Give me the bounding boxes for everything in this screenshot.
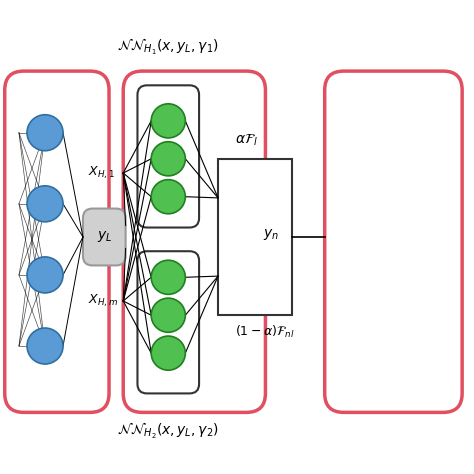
Circle shape <box>151 180 185 214</box>
Circle shape <box>27 328 63 364</box>
FancyBboxPatch shape <box>83 209 126 265</box>
Circle shape <box>151 142 185 176</box>
Text: $X_{H,m}$: $X_{H,m}$ <box>88 293 118 309</box>
Text: $\alpha\mathcal{F}_l$: $\alpha\mathcal{F}_l$ <box>235 132 257 147</box>
Text: $y_n$: $y_n$ <box>263 227 279 242</box>
Circle shape <box>151 260 185 294</box>
Circle shape <box>151 336 185 370</box>
Text: $y_L$: $y_L$ <box>97 229 112 245</box>
Text: $(1-\alpha)\mathcal{F}_{nl}$: $(1-\alpha)\mathcal{F}_{nl}$ <box>235 324 294 340</box>
Text: $\mathcal{N}\mathcal{N}_{H_2}(x, y_L, \gamma_2)$: $\mathcal{N}\mathcal{N}_{H_2}(x, y_L, \g… <box>118 421 219 441</box>
Text: $\mathcal{N}\mathcal{N}_{H_1}(x, y_L, \gamma_1)$: $\mathcal{N}\mathcal{N}_{H_1}(x, y_L, \g… <box>118 37 219 57</box>
Circle shape <box>151 298 185 332</box>
Circle shape <box>27 186 63 222</box>
Circle shape <box>27 257 63 293</box>
Text: $X_{H,1}$: $X_{H,1}$ <box>88 165 115 181</box>
Bar <box>218 159 292 315</box>
Circle shape <box>151 104 185 138</box>
Circle shape <box>27 115 63 151</box>
